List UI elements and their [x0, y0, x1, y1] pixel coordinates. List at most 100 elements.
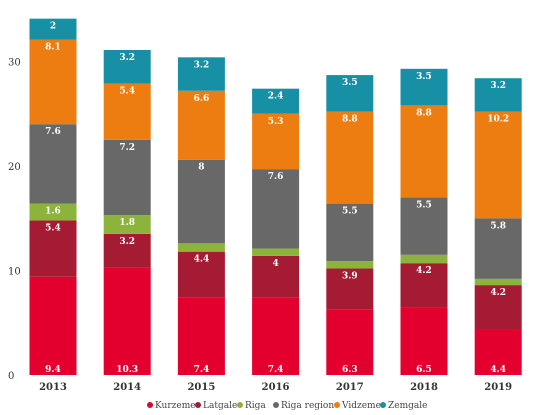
data-label: 3.2	[194, 60, 210, 70]
data-label: 7.2	[119, 143, 135, 153]
data-label: 1.8	[119, 218, 135, 228]
bar-segment	[400, 307, 448, 375]
bar-segment	[103, 267, 151, 375]
legend: Kurzeme Latgale Riga Riga region Vidzeme Zemg…	[147, 401, 427, 411]
bar-segment	[474, 329, 522, 375]
legend-swatch	[147, 402, 153, 408]
bar-segment	[177, 251, 225, 298]
bar-segment	[400, 254, 448, 264]
bar-segment	[326, 75, 374, 112]
data-label: 10.3	[116, 365, 138, 375]
bar-segment	[326, 261, 374, 269]
bar-segment	[177, 159, 225, 244]
legend-swatch	[334, 402, 340, 408]
data-label: 2.4	[268, 92, 284, 102]
data-label: 5.4	[119, 86, 135, 96]
data-label: 4.4	[490, 365, 506, 375]
data-label: 3.5	[342, 78, 358, 88]
bar-segment	[326, 309, 374, 375]
y-tick-label: 10	[8, 267, 21, 278]
data-label: 9.4	[45, 365, 61, 375]
legend-label: Latgale	[203, 401, 237, 411]
data-label: 7.4	[268, 365, 284, 375]
legend-swatch	[273, 402, 279, 408]
bar-segment	[103, 139, 151, 216]
data-label: 7.6	[268, 172, 284, 182]
bar-segment	[400, 105, 448, 198]
legend-label: Kurzeme	[155, 401, 196, 411]
bar-segment	[177, 90, 225, 160]
legend-label: Riga	[245, 401, 266, 411]
bar-segment	[29, 18, 77, 40]
y-axis-ticks: 0 10 20 30	[8, 58, 21, 383]
legend-swatch	[380, 402, 386, 408]
legend-swatch	[237, 402, 243, 408]
legend-label: Vidzeme	[341, 401, 381, 411]
data-label: 4.2	[416, 266, 432, 276]
bar-segment	[326, 203, 374, 262]
bar-segment	[29, 39, 77, 125]
data-label: 3.2	[119, 237, 135, 247]
data-label: 8.1	[45, 43, 61, 53]
bar-segment	[400, 263, 448, 308]
bar-segment	[252, 113, 300, 170]
data-label: 4	[272, 259, 278, 269]
x-tick-label: 2013	[39, 382, 67, 393]
bar-segment	[474, 218, 522, 279]
data-labels: 9.4 5.4 1.6 7.6 8.1 2 10.3 3.2 1.8 7.2 5.4 3.2 7.4 4.…	[45, 22, 509, 375]
data-label: 5.8	[490, 221, 506, 231]
x-tick-label: 2019	[484, 382, 512, 393]
data-label: 6.5	[416, 365, 432, 375]
data-label: 3.2	[119, 53, 135, 63]
bars	[29, 18, 522, 375]
bar-segment	[252, 169, 300, 249]
bar-segment	[474, 78, 522, 112]
bar-segment	[103, 50, 151, 84]
data-label: 6.6	[194, 94, 210, 104]
data-label: 5.3	[268, 117, 284, 127]
bar-segment	[29, 203, 77, 221]
data-label: 2	[50, 22, 56, 32]
y-tick-label: 20	[8, 162, 21, 173]
bar-segment	[177, 57, 225, 91]
bar-segment	[103, 215, 151, 234]
legend-label: Riga region	[281, 401, 334, 411]
data-label: 8.8	[342, 115, 358, 125]
data-label: 7.6	[45, 127, 61, 137]
legend-swatch	[195, 402, 201, 408]
x-tick-label: 2014	[113, 382, 141, 393]
bar-segment	[177, 297, 225, 375]
data-label: 10.2	[487, 115, 509, 125]
legend-label: Zemgale	[388, 401, 427, 411]
data-label: 8	[198, 163, 204, 173]
bar-segment	[326, 111, 374, 204]
bar-segment	[252, 88, 300, 114]
x-tick-label: 2017	[336, 382, 364, 393]
bar-segment	[103, 83, 151, 140]
data-label: 6.3	[342, 365, 358, 375]
x-tick-label: 2016	[262, 382, 290, 393]
bar-segment	[252, 248, 300, 256]
data-label: 3.9	[342, 271, 358, 281]
bar-segment	[400, 68, 448, 106]
bar-segment	[177, 243, 225, 252]
bar-segment	[29, 276, 77, 375]
bar-segment	[400, 197, 448, 255]
bar-segment	[29, 220, 77, 277]
bar-segment	[474, 111, 522, 219]
bar-segment	[474, 285, 522, 330]
data-label: 4.4	[194, 255, 210, 265]
x-tick-label: 2015	[187, 382, 215, 393]
bar-segment	[252, 297, 300, 375]
x-tick-label: 2018	[410, 382, 438, 393]
bar-segment	[103, 233, 151, 268]
data-label: 3.5	[416, 72, 432, 82]
bar-segment	[252, 255, 300, 298]
data-label: 4.2	[490, 288, 506, 298]
data-label: 5.5	[416, 200, 432, 210]
data-label: 7.4	[194, 365, 210, 375]
data-label: 3.2	[490, 81, 506, 91]
data-label: 8.8	[416, 108, 432, 118]
data-label: 1.6	[45, 207, 61, 217]
